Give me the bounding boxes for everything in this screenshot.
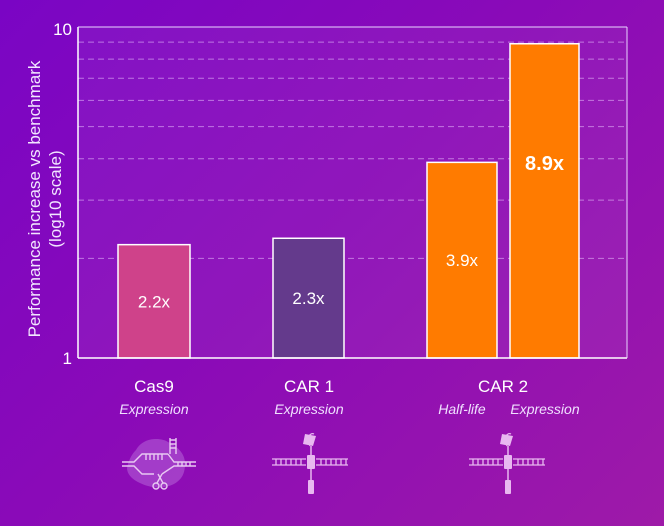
category-label-car1: CAR 1 (283, 377, 335, 396)
subcategory-label-car2-half-life: Half-life (438, 401, 486, 417)
bar-car1-expression (272, 237, 345, 359)
category-label-car2: CAR 2 (477, 377, 529, 396)
bar-value-label: 2.2x (138, 292, 171, 311)
y-axis-label-line2: (log10 scale) (46, 150, 65, 248)
y-tick-label-bottom: 1 (63, 349, 72, 368)
car-receptor-icon-car2 (469, 433, 545, 494)
bar-value-label: 8.9x (525, 153, 564, 175)
bar-value-label: 2.3x (292, 289, 325, 308)
bar-car2-expression (509, 43, 580, 359)
subcategory-label-car1-expression: Expression (274, 401, 344, 417)
subcategory-label-car2-expression: Expression (510, 401, 580, 417)
bar-value-label: 3.9x (446, 251, 479, 270)
car-receptor-icon-car1 (272, 433, 348, 494)
category-label-cas9: Cas9 (134, 377, 174, 396)
y-axis-label: Performance increase vs benchmark (log10… (24, 4, 66, 394)
crispr-cas9-icon (122, 438, 196, 490)
y-axis-label-line1: Performance increase vs benchmark (25, 60, 44, 338)
subcategory-label-cas9-expression: Expression (119, 401, 189, 417)
y-tick-label-top: 10 (53, 20, 72, 39)
